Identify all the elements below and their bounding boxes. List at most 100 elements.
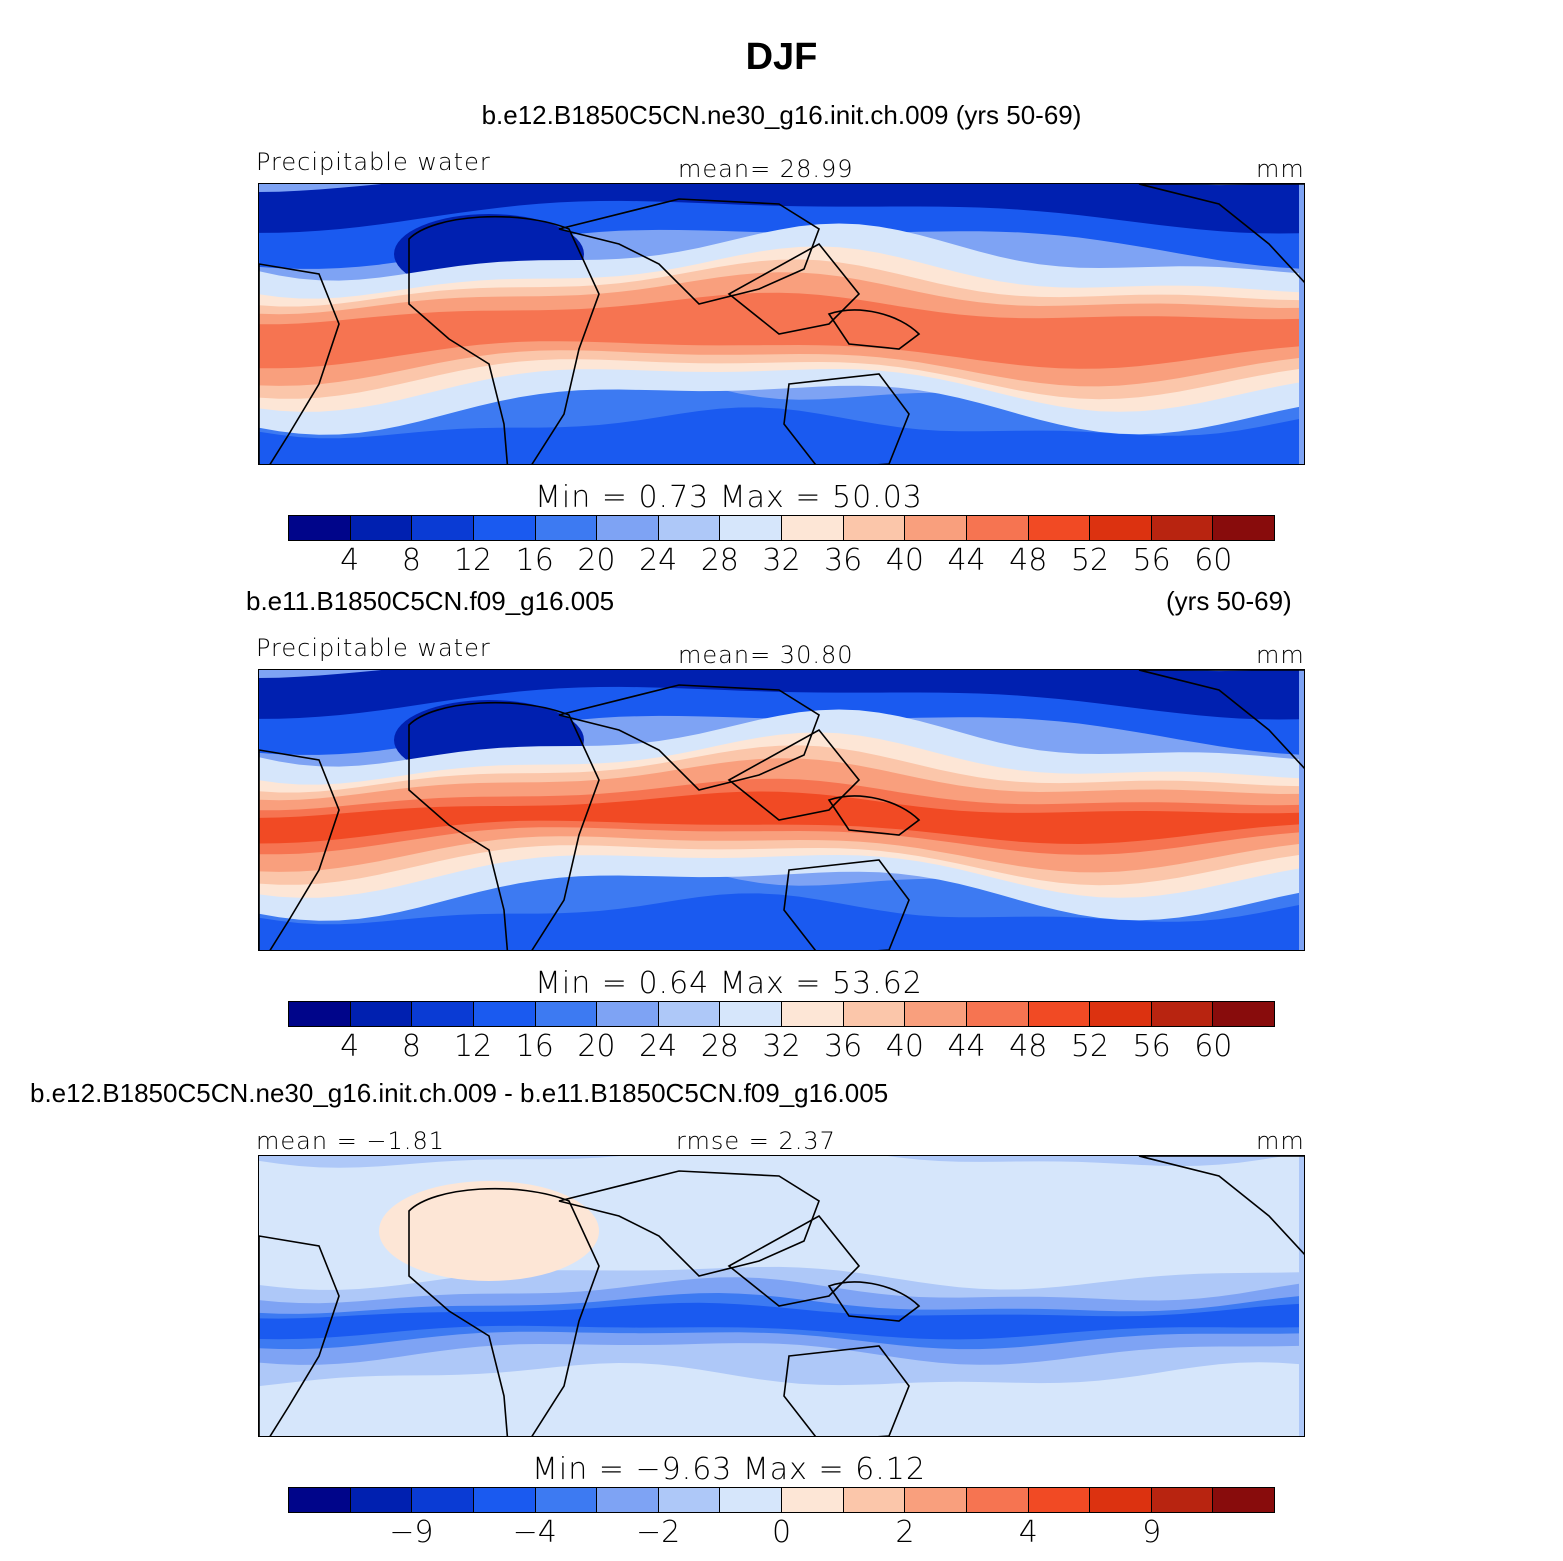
panel2-mean-label: mean= 30.80 (678, 641, 854, 669)
colorbar-tick-label: 24 (639, 543, 678, 578)
colorbar-swatch (720, 1002, 782, 1026)
coastline (259, 263, 340, 464)
colorbar-swatch (1028, 1488, 1091, 1512)
coastline (558, 684, 820, 791)
colorbar-tick-label: 12 (453, 1029, 493, 1064)
panel2-units-label: mm (1256, 641, 1305, 669)
colorbar-swatch (1213, 1488, 1274, 1512)
colorbar-tick-label: 32 (762, 1029, 801, 1064)
colorbar-swatch (966, 516, 1029, 540)
panel1-minmax: Min = 0.73 Max = 50.03 (535, 480, 923, 515)
contour-band (259, 670, 1299, 720)
coastline (259, 1235, 340, 1436)
colorbar-tick-label: 12 (453, 543, 493, 578)
colorbar-tick-label: 8 (401, 543, 421, 578)
coastline (259, 749, 340, 950)
colorbar-swatch (782, 516, 844, 540)
colorbar-swatch (535, 1002, 598, 1026)
colorbar-swatch (412, 516, 474, 540)
colorbar-tick-label: 52 (1070, 1029, 1110, 1064)
colorbar-tick-label: 48 (1009, 543, 1048, 578)
colorbar-tick-label: 56 (1132, 543, 1171, 578)
positive-anomaly (379, 1181, 599, 1281)
coastline (408, 701, 600, 950)
coastline (727, 1214, 861, 1307)
coastline (558, 198, 820, 305)
panel2-years-label: (yrs 50-69) (1166, 586, 1292, 616)
panel1-map (258, 183, 1305, 465)
coastline (827, 795, 921, 836)
coastline (783, 373, 910, 464)
panel2-map (258, 669, 1305, 951)
colorbar-swatch (1028, 1002, 1091, 1026)
colorbar-tick-label: 16 (515, 543, 554, 578)
coastline (1138, 1156, 1304, 1256)
colorbar-tick-label: 24 (639, 1029, 678, 1064)
colorbar-swatch (905, 1002, 967, 1026)
colorbar-swatch (289, 516, 351, 540)
colorbar-swatch (1151, 1488, 1214, 1512)
colorbar-tick-label: 44 (947, 543, 986, 578)
coastline (1138, 184, 1304, 284)
colorbar-swatch (473, 1488, 536, 1512)
colorbar-swatch (535, 1488, 598, 1512)
panel3-rmse-label: rmse = 2.37 (676, 1127, 836, 1155)
colorbar-tick-label: 40 (885, 1029, 924, 1064)
panel1-units-label: mm (1256, 155, 1305, 183)
colorbar-swatch (720, 1488, 782, 1512)
coastline (727, 242, 861, 335)
coastline (727, 728, 861, 821)
colorbar-swatch (966, 1002, 1029, 1026)
colorbar-tick-label: −4 (512, 1515, 557, 1550)
panel3-mean-label: mean = −1.81 (256, 1127, 445, 1155)
contour-band (259, 1302, 1299, 1340)
colorbar-tick-label: 52 (1070, 543, 1110, 578)
panel1-case-label: b.e12.B1850C5CN.ne30_g16.init.ch.009 (yr… (481, 100, 1082, 130)
coastline (408, 215, 600, 464)
colorbar-swatch (658, 1002, 721, 1026)
coastline (827, 309, 921, 350)
colorbar-swatch (658, 1488, 721, 1512)
colorbar-swatch (350, 1002, 413, 1026)
colorbar-tick-label: 60 (1194, 543, 1233, 578)
colorbar-swatch (1028, 516, 1091, 540)
colorbar-tick-label: 32 (762, 543, 801, 578)
contour-band (259, 893, 1299, 950)
panel2-colorbar (288, 1001, 1275, 1027)
colorbar-tick-label: 44 (947, 1029, 986, 1064)
colorbar-swatch (905, 516, 967, 540)
colorbar-tick-label: 40 (885, 543, 924, 578)
coastline (783, 859, 910, 950)
panel3-minmax: Min = −9.63 Max = 6.12 (532, 1452, 926, 1487)
colorbar-tick-label: 28 (700, 1029, 739, 1064)
contour-band (259, 791, 1299, 844)
colorbar-swatch (597, 516, 659, 540)
page-title: DJF (745, 36, 818, 78)
colorbar-swatch (1090, 516, 1152, 540)
coastline (558, 1170, 820, 1277)
colorbar-swatch (597, 1002, 659, 1026)
colorbar-tick-label: 0 (771, 1515, 792, 1550)
panel2-minmax: Min = 0.64 Max = 53.62 (535, 966, 923, 1001)
colorbar-swatch (782, 1002, 844, 1026)
colorbar-swatch (782, 1488, 844, 1512)
contour-band (259, 184, 1299, 234)
colorbar-tick-label: 4 (1018, 1515, 1038, 1550)
coastline (827, 1281, 921, 1322)
colorbar-swatch (350, 516, 413, 540)
contour-band (259, 1362, 1299, 1436)
colorbar-swatch (289, 1002, 351, 1026)
colorbar-tick-label: 28 (700, 543, 739, 578)
colorbar-swatch (1151, 1002, 1214, 1026)
colorbar-tick-label: −9 (389, 1515, 434, 1550)
colorbar-tick-label: 20 (577, 543, 616, 578)
colorbar-tick-label: 4 (340, 543, 360, 578)
panel3-colorbar (288, 1487, 1275, 1513)
colorbar-swatch (412, 1488, 474, 1512)
coastline (783, 1345, 910, 1436)
colorbar-tick-label: 9 (1142, 1515, 1162, 1550)
colorbar-tick-label: −2 (636, 1515, 681, 1550)
panel3-case-label: b.e12.B1850C5CN.ne30_g16.init.ch.009 - b… (30, 1078, 889, 1108)
colorbar-swatch (350, 1488, 413, 1512)
colorbar-swatch (1213, 1002, 1274, 1026)
